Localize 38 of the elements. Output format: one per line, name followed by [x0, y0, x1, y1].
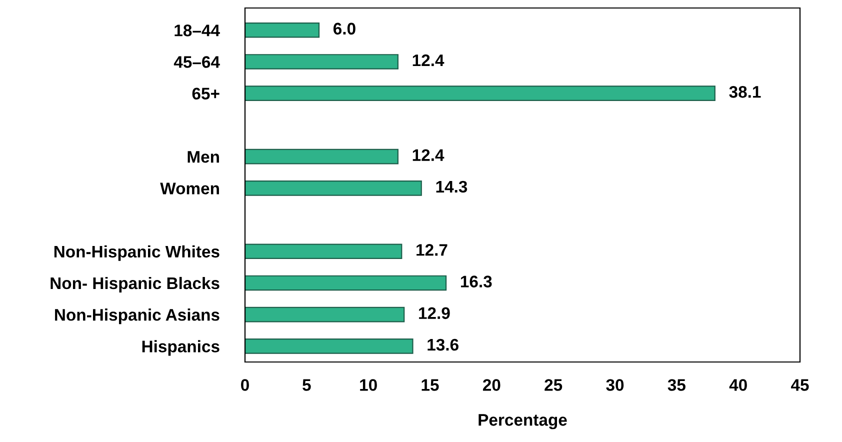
- data-label: 14.3: [436, 180, 468, 193]
- data-label: 12.7: [416, 244, 448, 256]
- bar: [245, 244, 402, 260]
- x-axis-title: Percentage: [478, 414, 567, 430]
- bar: [245, 54, 398, 70]
- data-label: 38.1: [729, 86, 761, 98]
- y-tick-label: 65+: [192, 88, 220, 100]
- y-tick-label: 18–44: [174, 24, 220, 36]
- bar: [245, 275, 447, 291]
- data-label: 12.9: [419, 307, 450, 320]
- y-tick-label: Non-Hispanic Asians: [55, 308, 220, 324]
- bar: [245, 338, 414, 354]
- y-tick-label: Non- Hispanic Blacks: [50, 276, 220, 292]
- y-tick-label: Men: [188, 151, 219, 163]
- data-label: 12.4: [412, 149, 444, 161]
- x-tick-label: 15: [422, 379, 439, 391]
- x-tick-label: 35: [668, 379, 686, 391]
- y-tick-label: Women: [160, 182, 219, 194]
- x-tick-label: 45: [790, 379, 809, 391]
- bar: [245, 180, 422, 196]
- data-label: 13.6: [428, 338, 458, 351]
- bar: [245, 306, 405, 322]
- data-label: 12.4: [412, 54, 444, 66]
- x-tick-label: 25: [544, 379, 562, 391]
- y-tick-label: Hispanics: [142, 340, 220, 356]
- data-label: 6.0: [334, 22, 356, 35]
- x-tick-label: 20: [482, 379, 500, 391]
- x-tick-label: 40: [729, 379, 747, 391]
- data-label: 16.3: [460, 276, 492, 288]
- y-tick-label: 45–64: [174, 56, 220, 68]
- y-tick-label: Non-Hispanic Whites: [54, 245, 220, 261]
- x-tick-label: 5: [302, 379, 311, 391]
- x-tick-label: 30: [606, 379, 624, 391]
- bar: [245, 86, 716, 102]
- bar: [245, 22, 320, 38]
- x-tick-label: 10: [360, 379, 377, 391]
- x-tick-label: 0: [241, 379, 249, 391]
- bar: [245, 148, 398, 164]
